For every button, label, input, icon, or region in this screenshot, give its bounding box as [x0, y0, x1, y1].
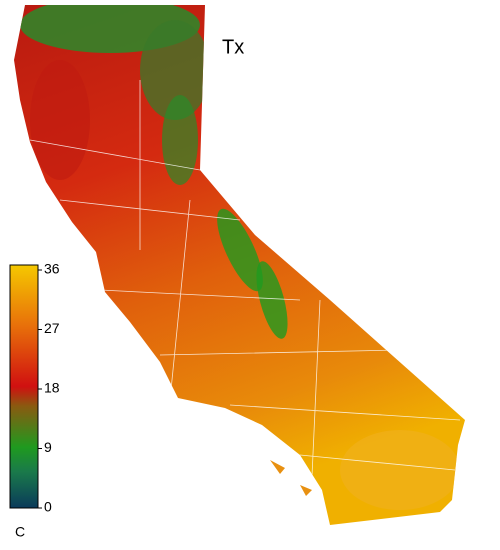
map-title: Tx: [222, 36, 244, 58]
colorbar-ticks: 0 9 18 27 36: [38, 261, 60, 515]
colorbar: [9, 264, 39, 509]
island: [270, 460, 285, 474]
colorbar-tick-label: 18: [44, 380, 60, 396]
colorbar-tick-label: 36: [44, 261, 60, 277]
colorbar-unit: C: [15, 524, 25, 540]
colorbar-tick-label: 27: [44, 320, 60, 336]
colorbar-tick-label: 0: [44, 499, 52, 515]
california-map: [14, 5, 465, 525]
island: [300, 485, 312, 496]
colorbar-tick-label: 9: [44, 439, 52, 455]
